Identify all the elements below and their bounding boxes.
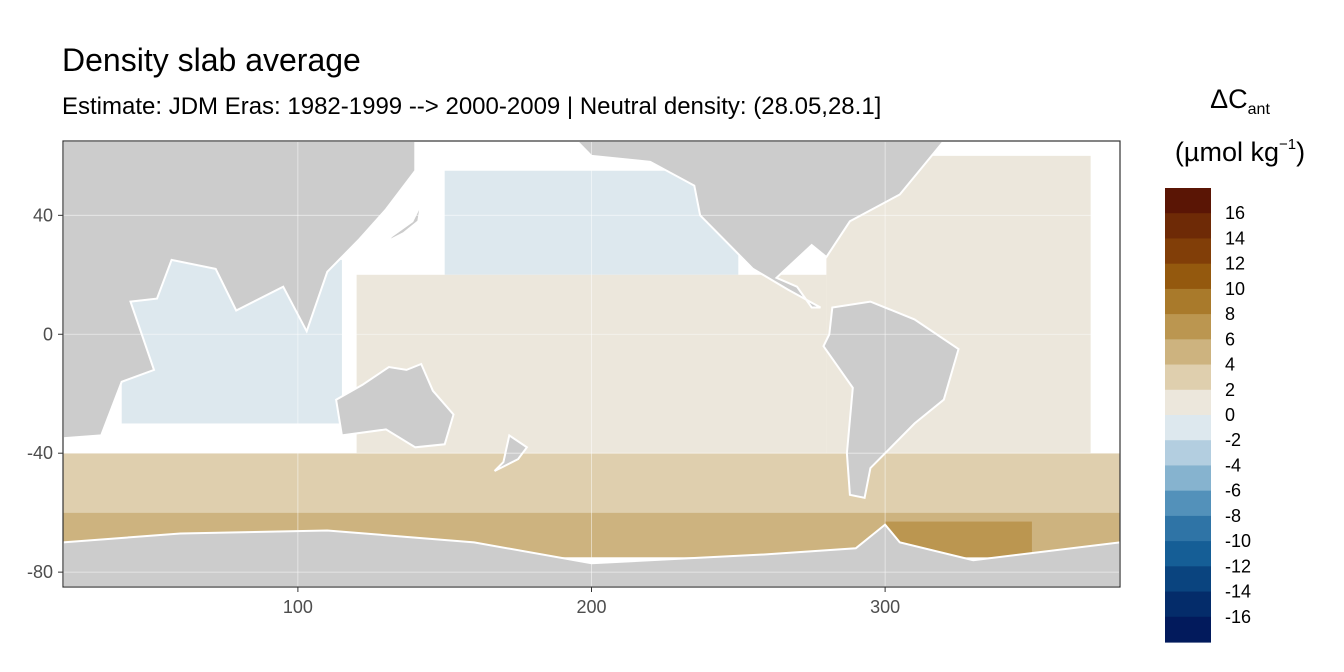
chart-subtitle: Estimate: JDM Eras: 1982-1999 --> 2000-2… (62, 93, 882, 120)
colorbar-label: 2 (1225, 380, 1235, 400)
land-antarctica (63, 523, 1120, 587)
colorbar-swatch (1165, 591, 1211, 618)
colorbar-label: -4 (1225, 455, 1241, 475)
colorbar-swatch (1165, 314, 1211, 340)
colorbar-label: -12 (1225, 556, 1251, 576)
land-south-america (822, 300, 960, 499)
legend-unit-close: ) (1296, 137, 1306, 167)
colorbar-swatch (1165, 616, 1211, 643)
colorbar-swatch (1165, 389, 1211, 416)
y-tick-label: 0 (43, 324, 53, 344)
legend-unit-superscript: −1 (1278, 136, 1297, 153)
colorbar: 16 14 12 10 8 6 4 2 0 -2 -4 -6 -8 -10 -12 -14 -16 (1165, 188, 1251, 643)
colorbar-label: -6 (1225, 481, 1241, 501)
colorbar-label: -2 (1225, 430, 1241, 450)
legend-title-subscript: ant (1247, 101, 1270, 118)
colorbar-swatch (1165, 541, 1211, 567)
colorbar-label: 8 (1225, 304, 1235, 324)
colorbar-swatch (1165, 213, 1211, 240)
colorbar-label: -8 (1225, 506, 1241, 526)
legend-title-main: ΔC (1210, 84, 1248, 114)
legend-unit: (µmol kg−1) (1150, 136, 1330, 168)
colorbar-label: -14 (1225, 582, 1251, 602)
y-tick-label: -80 (27, 562, 53, 582)
colorbar-swatch (1165, 515, 1211, 542)
x-tick-label: 300 (870, 597, 900, 617)
colorbar-label: 4 (1225, 355, 1235, 375)
colorbar-swatch (1165, 288, 1211, 315)
colorbar-label: 10 (1225, 279, 1245, 299)
x-tick-label: 100 (283, 597, 313, 617)
colorbar-label: 0 (1225, 405, 1235, 425)
colorbar-swatch (1165, 188, 1211, 214)
colorbar-swatch (1165, 238, 1211, 265)
colorbar-label: 12 (1225, 254, 1245, 274)
land-australia (335, 362, 455, 449)
colorbar-swatch (1165, 465, 1211, 492)
colorbar-label: 16 (1225, 203, 1245, 223)
x-tick-label: 200 (576, 597, 606, 617)
y-tick-label: -40 (27, 443, 53, 463)
legend-unit-open: (µmol kg (1174, 137, 1279, 167)
colorbar-swatch (1165, 490, 1211, 517)
y-tick-label: 40 (33, 205, 53, 225)
colorbar-label: 6 (1225, 329, 1235, 349)
colorbar-label: 14 (1225, 228, 1245, 248)
colorbar-swatch (1165, 339, 1211, 366)
chart-title: Density slab average (62, 42, 361, 78)
land-north-america (575, 141, 946, 309)
colorbar-label: -16 (1225, 607, 1251, 627)
colorbar-swatch (1165, 566, 1211, 593)
colorbar-label: -10 (1225, 531, 1251, 551)
colorbar-swatch (1165, 415, 1211, 441)
land-japan (385, 202, 423, 243)
legend-title: ΔCant (1150, 84, 1330, 119)
colorbar-swatch (1165, 364, 1211, 391)
colorbar-swatch (1165, 263, 1211, 290)
colorbar-swatch (1165, 440, 1211, 467)
plot-panel (62, 140, 1121, 588)
